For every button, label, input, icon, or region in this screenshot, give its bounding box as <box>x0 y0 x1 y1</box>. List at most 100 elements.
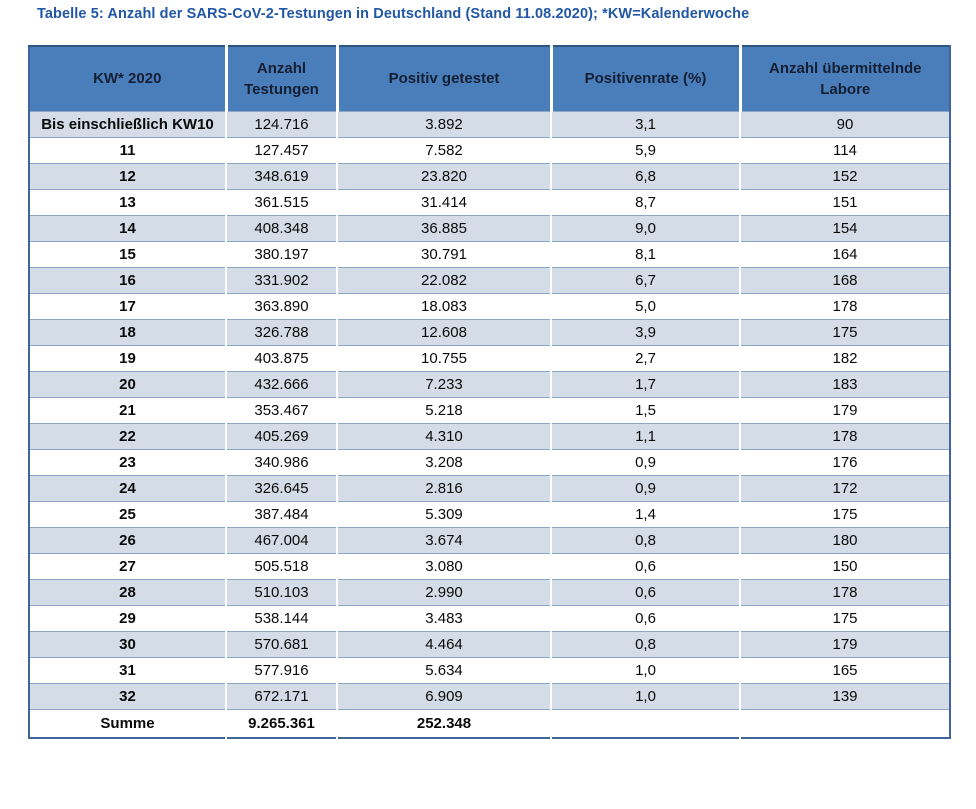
summe-testungen: 9.265.361 <box>226 708 338 738</box>
table-cell: 505.518 <box>226 552 338 579</box>
table-cell: 405.269 <box>226 422 338 449</box>
table-cell: 4.464 <box>337 630 552 657</box>
table-row: 20 432.666 7.233 1,7 183 <box>29 370 950 397</box>
table-cell: 3.674 <box>337 526 552 553</box>
table-cell: 3.208 <box>337 448 552 475</box>
table-cell: 353.467 <box>226 396 338 423</box>
table-cell: 22 <box>29 422 227 449</box>
table-header: KW* 2020 Anzahl Testungen Positiv getest… <box>29 46 950 111</box>
table-cell: 12 <box>29 162 227 189</box>
table-cell: 152 <box>740 162 950 189</box>
table-cell: 164 <box>740 240 950 267</box>
column-header-kw: KW* 2020 <box>29 46 228 111</box>
table-cell: 175 <box>740 604 950 631</box>
table-cell: 23.820 <box>337 162 552 189</box>
table-cell: 326.645 <box>226 474 338 501</box>
table-cell: 16 <box>29 266 227 293</box>
table-cell: 0,6 <box>551 604 741 631</box>
table-row: 32 672.171 6.909 1,0 139 <box>29 682 950 709</box>
table-cell: 175 <box>740 318 950 345</box>
table-cell: 176 <box>740 448 950 475</box>
table-cell: 175 <box>740 500 950 527</box>
table-cell: 178 <box>740 578 950 605</box>
table-cell: 3.483 <box>337 604 552 631</box>
table-cell: 172 <box>740 474 950 501</box>
table-cell: 179 <box>740 396 950 423</box>
table-cell: 150 <box>740 552 950 579</box>
table-cell: 1,5 <box>551 396 741 423</box>
table-row: 11 127.457 7.582 5,9 114 <box>29 136 950 163</box>
table-cell: 387.484 <box>226 500 338 527</box>
table-cell: 672.171 <box>226 682 338 709</box>
table-cell: 183 <box>740 370 950 397</box>
table-cell: 22.082 <box>337 266 552 293</box>
table-cell: 0,8 <box>551 526 741 553</box>
table-row: 17 363.890 18.083 5,0 178 <box>29 292 950 319</box>
table-cell: 9,0 <box>551 214 741 241</box>
summe-positivenrate <box>551 708 741 738</box>
table-cell: 5.309 <box>337 500 552 527</box>
table-cell: 1,0 <box>551 656 741 683</box>
table-cell: 139 <box>740 682 950 709</box>
table-cell: 510.103 <box>226 578 338 605</box>
table-cell: 5,0 <box>551 292 741 319</box>
table-cell: 36.885 <box>337 214 552 241</box>
table-cell: 6,7 <box>551 266 741 293</box>
table-cell: 18.083 <box>337 292 552 319</box>
table-cell: 124.716 <box>226 110 338 137</box>
table-cell: 23 <box>29 448 227 475</box>
table-row: Bis einschließlich KW10 124.716 3.892 3,1 90 <box>29 110 950 137</box>
table-cell: 0,8 <box>551 630 741 657</box>
summe-row: Summe 9.265.361 252.348 <box>29 708 950 738</box>
table-cell: 432.666 <box>226 370 338 397</box>
table-row: 19 403.875 10.755 2,7 182 <box>29 344 950 371</box>
table-cell: 2.990 <box>337 578 552 605</box>
table-cell: 168 <box>740 266 950 293</box>
table-row: 18 326.788 12.608 3,9 175 <box>29 318 950 345</box>
table-cell: 8,1 <box>551 240 741 267</box>
table-cell: 1,7 <box>551 370 741 397</box>
table-cell: 28 <box>29 578 227 605</box>
table-cell: 31.414 <box>337 188 552 215</box>
table-cell: 570.681 <box>226 630 338 657</box>
table-cell: 0,6 <box>551 578 741 605</box>
table-cell: 21 <box>29 396 227 423</box>
table-row: 26 467.004 3.674 0,8 180 <box>29 526 950 553</box>
table-row: 24 326.645 2.816 0,9 172 <box>29 474 950 501</box>
table-cell: 2,7 <box>551 344 741 371</box>
table-cell: 25 <box>29 500 227 527</box>
table-cell: 6.909 <box>337 682 552 709</box>
table-cell: 11 <box>29 136 227 163</box>
table-cell: 340.986 <box>226 448 338 475</box>
table-cell: 90 <box>740 110 950 137</box>
table-cell: 17 <box>29 292 227 319</box>
table-cell: 154 <box>740 214 950 241</box>
table-cell: 380.197 <box>226 240 338 267</box>
table-cell: 403.875 <box>226 344 338 371</box>
table-cell: 19 <box>29 344 227 371</box>
table-body: Bis einschließlich KW10 124.716 3.892 3,1 90… <box>29 110 950 709</box>
column-header-labore: Anzahl übermittelnde Labore <box>740 46 950 111</box>
table-cell: 0,9 <box>551 448 741 475</box>
table-row: 23 340.986 3.208 0,9 176 <box>29 448 950 475</box>
table-cell: 326.788 <box>226 318 338 345</box>
table-cell: 32 <box>29 682 227 709</box>
table-row: 27 505.518 3.080 0,6 150 <box>29 552 950 579</box>
table-row: 16 331.902 22.082 6,7 168 <box>29 266 950 293</box>
table-cell: 1,1 <box>551 422 741 449</box>
table-cell: 3,9 <box>551 318 741 345</box>
table-cell: 178 <box>740 292 950 319</box>
table-cell: 538.144 <box>226 604 338 631</box>
table-row: 13 361.515 31.414 8,7 151 <box>29 188 950 215</box>
column-header-anzahl-testungen: Anzahl Testungen <box>226 46 339 111</box>
table-cell: 178 <box>740 422 950 449</box>
column-header-positiv-getestet: Positiv getestet <box>337 46 553 111</box>
table-row: 31 577.916 5.634 1,0 165 <box>29 656 950 683</box>
table-cell: 29 <box>29 604 227 631</box>
table-cell: 3,1 <box>551 110 741 137</box>
table-cell: 127.457 <box>226 136 338 163</box>
table-row: 28 510.103 2.990 0,6 178 <box>29 578 950 605</box>
table-cell: 20 <box>29 370 227 397</box>
table-cell: 26 <box>29 526 227 553</box>
